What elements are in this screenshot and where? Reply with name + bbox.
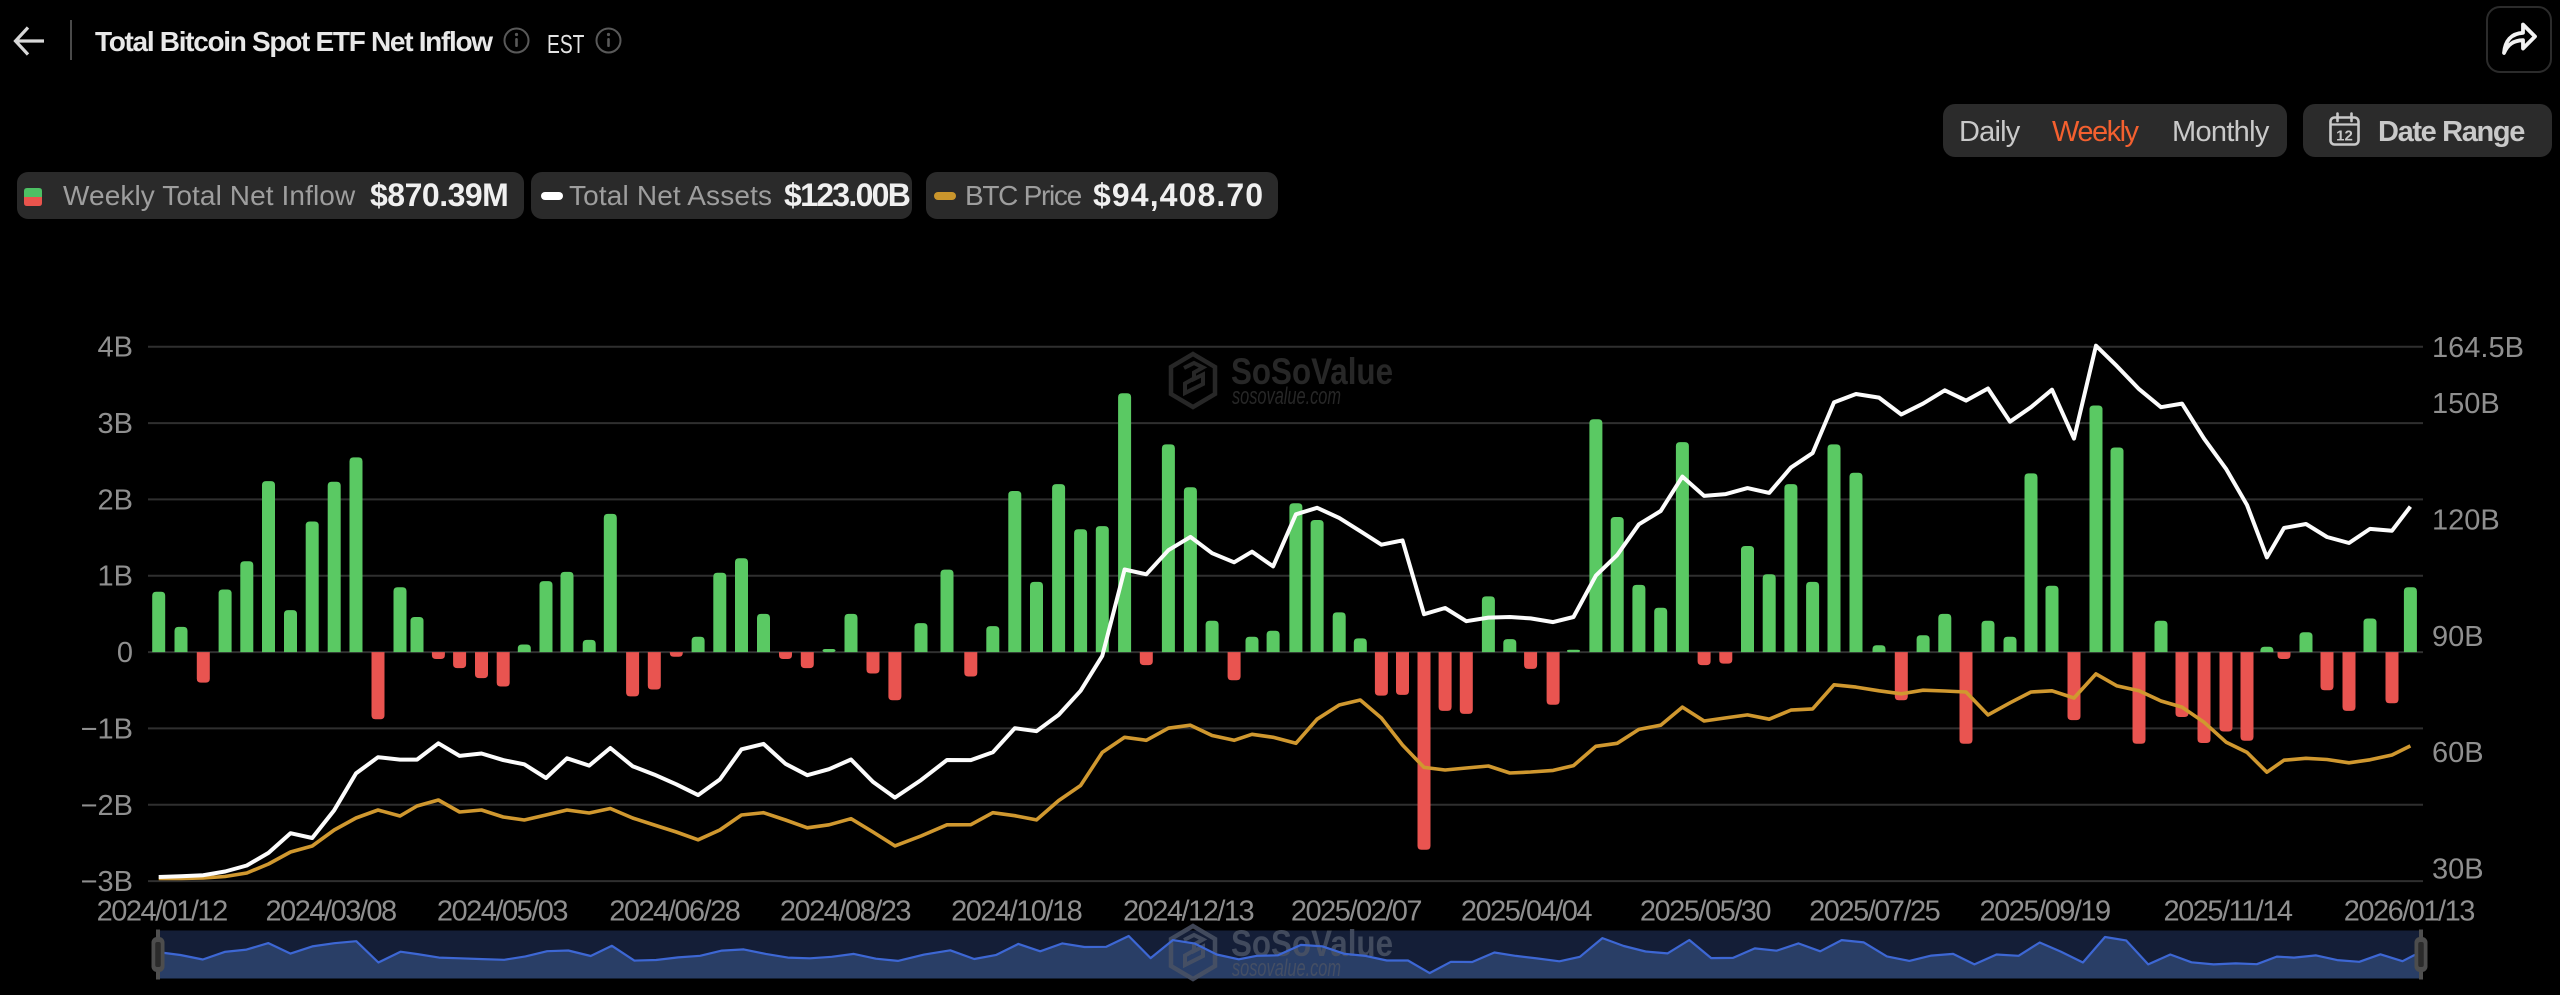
svg-text:2025/07/25: 2025/07/25: [1809, 896, 1940, 928]
svg-text:120B: 120B: [2432, 505, 2500, 537]
svg-text:−3B: −3B: [81, 866, 133, 898]
svg-text:2025/04/04: 2025/04/04: [1461, 896, 1593, 928]
svg-text:SoSoValue: SoSoValue: [1231, 923, 1393, 964]
svg-text:2024/12/13: 2024/12/13: [1123, 896, 1254, 928]
svg-text:3B: 3B: [98, 408, 133, 440]
svg-text:2024/06/28: 2024/06/28: [609, 896, 740, 928]
svg-text:2B: 2B: [98, 484, 133, 516]
svg-text:90B: 90B: [2432, 621, 2484, 653]
svg-text:sosovalue.com: sosovalue.com: [1232, 955, 1341, 982]
svg-text:2025/09/19: 2025/09/19: [1980, 896, 2111, 928]
svg-text:2024/05/03: 2024/05/03: [437, 896, 568, 928]
svg-text:−2B: −2B: [81, 790, 133, 822]
svg-text:0: 0: [117, 637, 133, 669]
svg-text:164.5B: 164.5B: [2432, 332, 2524, 364]
svg-text:60B: 60B: [2432, 737, 2484, 769]
svg-text:1B: 1B: [98, 561, 133, 593]
svg-text:2024/10/18: 2024/10/18: [951, 896, 1082, 928]
svg-text:2025/11/14: 2025/11/14: [2164, 896, 2293, 928]
svg-text:−1B: −1B: [81, 713, 133, 745]
svg-text:sosovalue.com: sosovalue.com: [1232, 383, 1341, 410]
svg-text:2026/01/13: 2026/01/13: [2344, 896, 2475, 928]
svg-text:2024/08/23: 2024/08/23: [780, 896, 911, 928]
svg-text:12: 12: [2336, 128, 2353, 145]
svg-text:2025/02/07: 2025/02/07: [1291, 896, 1422, 928]
svg-text:150B: 150B: [2432, 388, 2500, 420]
svg-text:4B: 4B: [98, 332, 133, 364]
svg-text:2024/03/08: 2024/03/08: [266, 896, 397, 928]
svg-text:SoSoValue: SoSoValue: [1231, 351, 1393, 392]
svg-text:2024/01/12: 2024/01/12: [97, 896, 228, 928]
svg-text:2025/05/30: 2025/05/30: [1640, 896, 1771, 928]
svg-text:30B: 30B: [2432, 853, 2484, 885]
